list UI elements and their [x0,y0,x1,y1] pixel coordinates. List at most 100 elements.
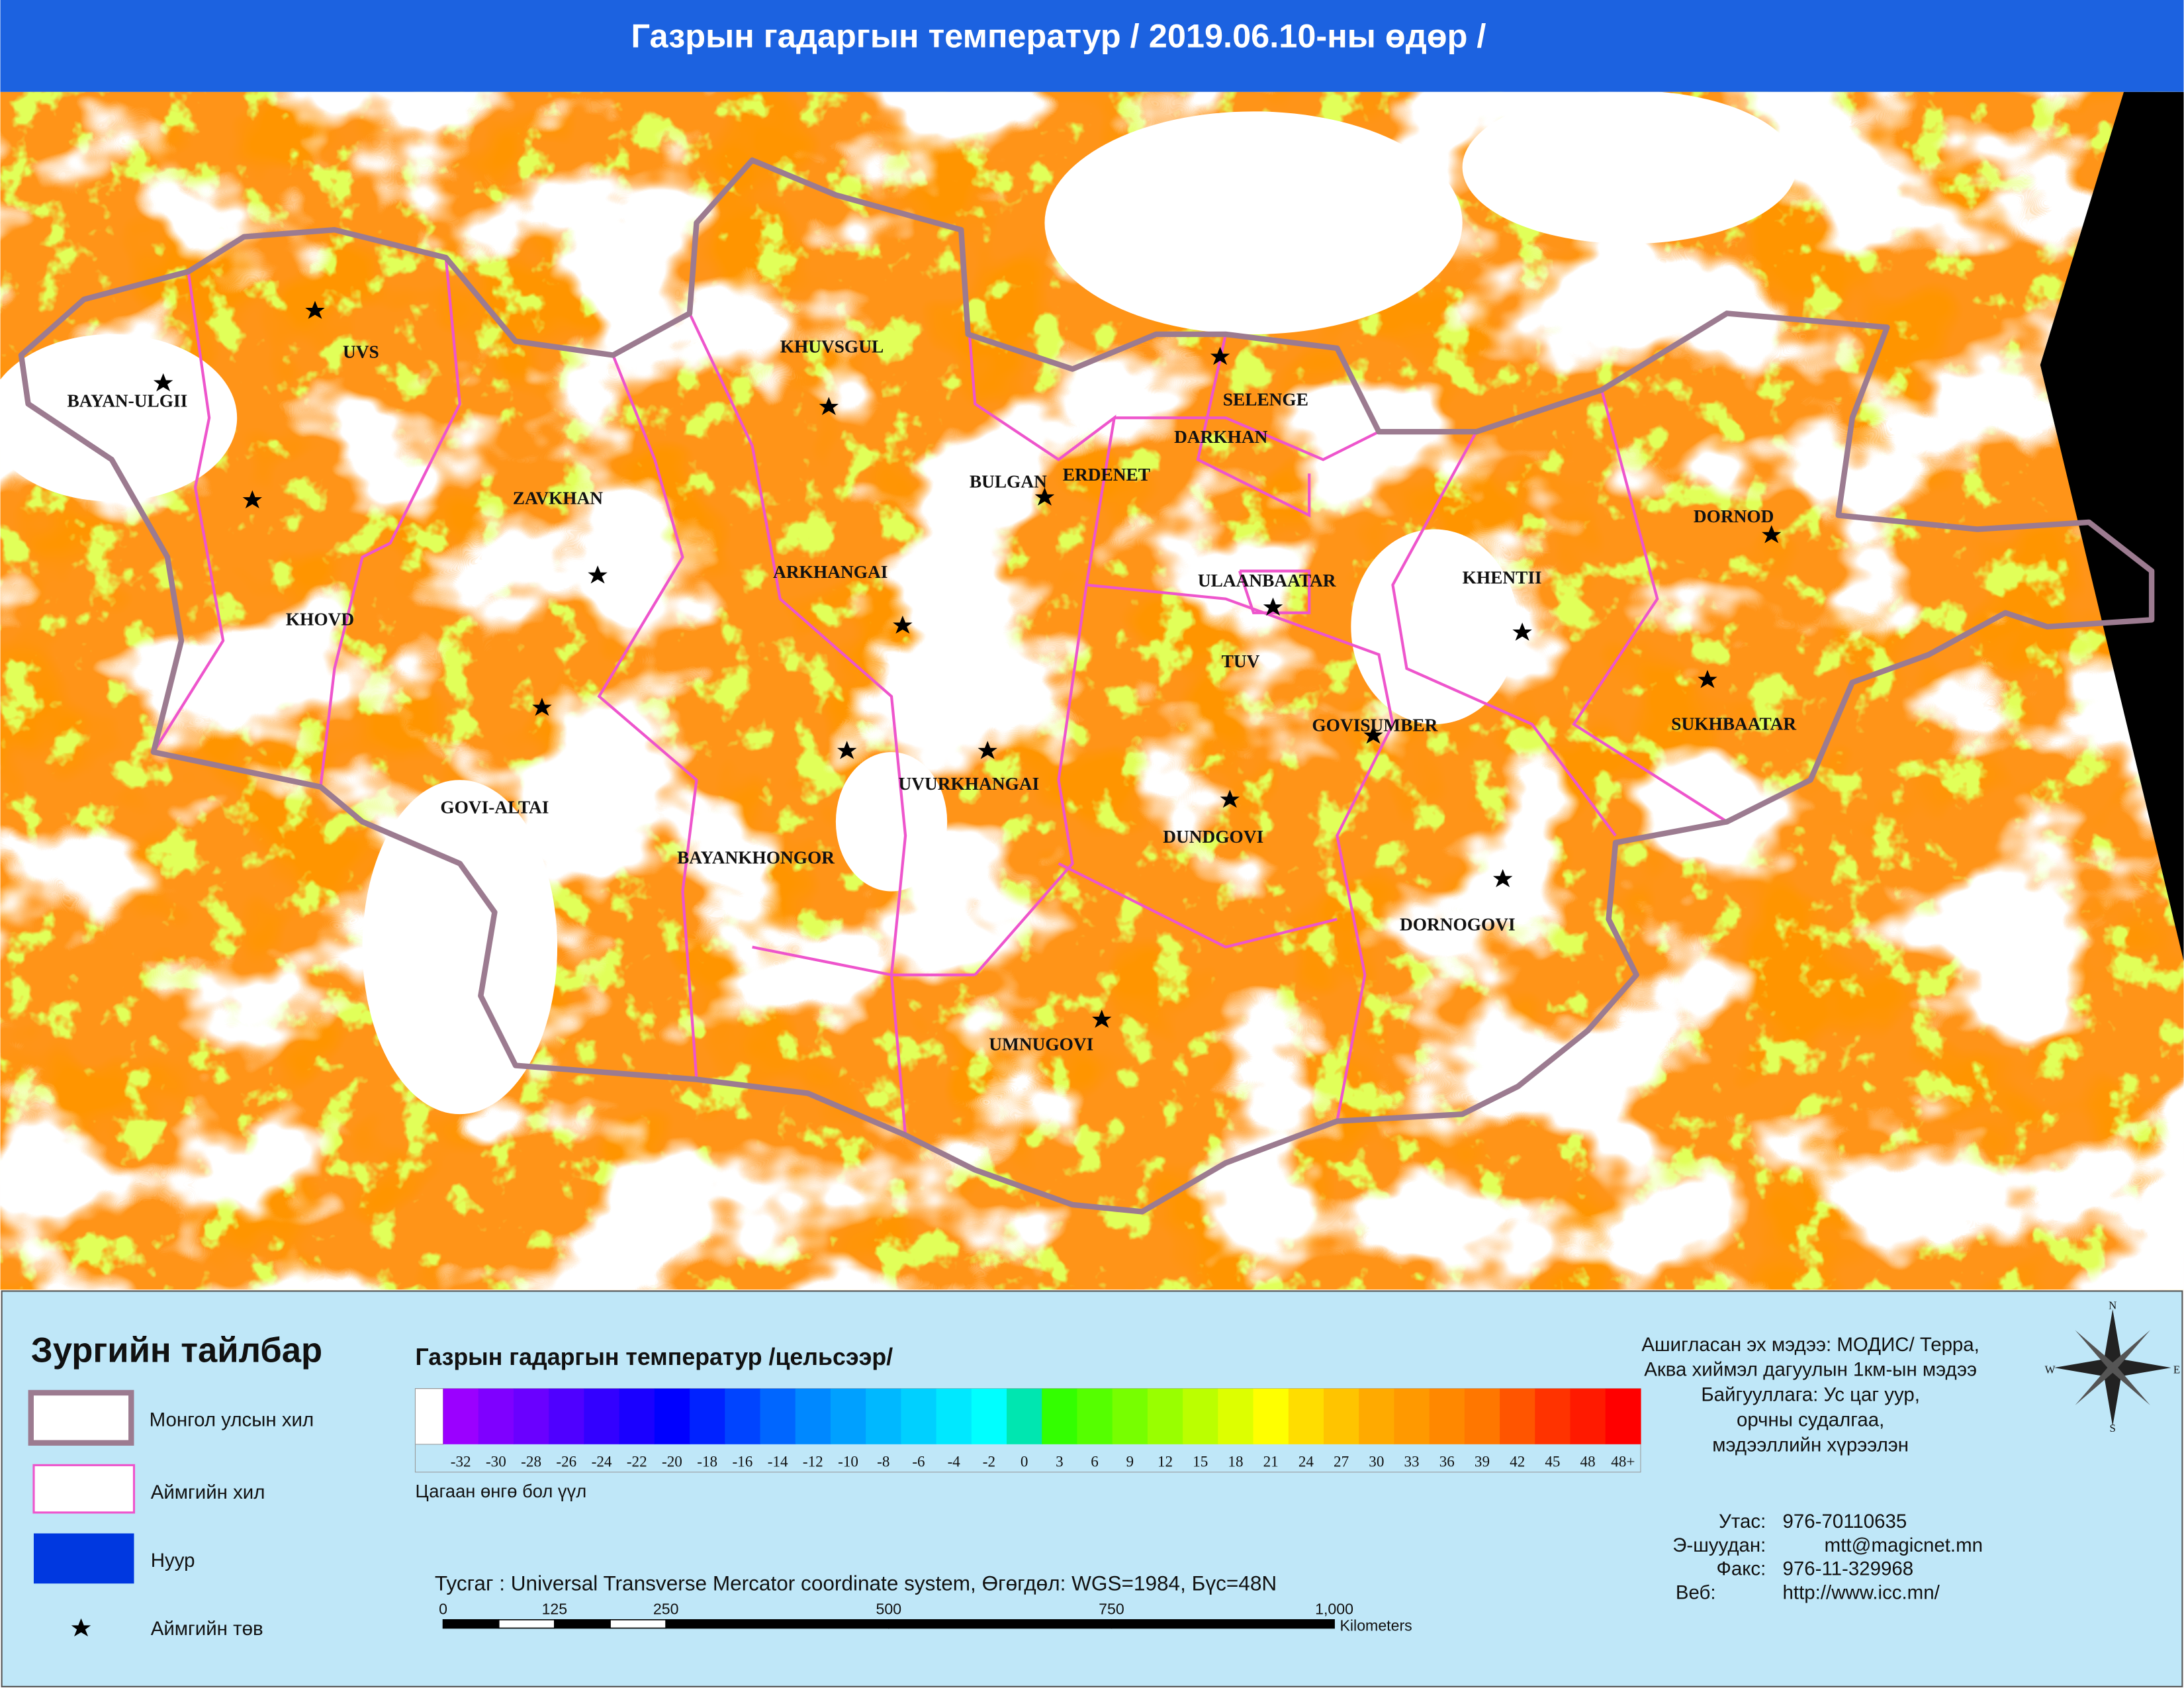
legend-country-swatch [28,1389,134,1446]
scale-segment [887,1619,1113,1629]
colorbar-label: -26 [556,1453,576,1470]
colorbar-label: 18 [1228,1453,1243,1470]
projection-note: Тусгаг : Universal Transverse Mercator c… [435,1571,1277,1595]
province-label: DARKHAN [1174,427,1268,447]
province-label: TUV [1222,651,1260,671]
colorbar-label: 21 [1263,1453,1279,1470]
province-label: UMNUGOVI [989,1034,1093,1054]
colorbar-label: 48 [1580,1453,1596,1470]
colorbar-cell [1500,1388,1535,1444]
scale-label: 750 [1099,1600,1124,1617]
contact-value: http://www.icc.mn/ [1783,1581,1940,1603]
scale-segment [498,1619,555,1629]
province-center-star [978,741,997,759]
province-label: DORNOD [1694,506,1774,526]
compass-letter: W [2045,1364,2056,1376]
colorbar-label: -2 [983,1453,995,1470]
scale-segment [1111,1619,1335,1629]
colorbar-label: 12 [1158,1453,1173,1470]
province-center-star [153,373,173,392]
compass-letter: E [2173,1364,2180,1376]
province-label: DORNOGOVI [1400,914,1516,934]
colorbar-cell [1042,1388,1078,1444]
source-line: мэдээллийн хүрээлэн [1712,1434,1909,1456]
province-center-star [1263,597,1283,616]
province-label: GOVISUMBER [1312,716,1437,735]
scale-unit: Kilometers [1340,1617,1412,1634]
colorbar-label: 6 [1091,1453,1099,1470]
province-label: ZAVKHAN [513,489,603,508]
colorbar-label: 15 [1193,1453,1208,1470]
cloud-areas [0,91,1797,1115]
scale-label: 0 [439,1600,447,1617]
province-label: DUNDGOVI [1163,827,1263,847]
colorbar-cell [1218,1388,1254,1444]
scale-segment [665,1619,889,1629]
colorbar-cell [1288,1388,1324,1444]
province-center-star [1034,487,1055,506]
colorbar-cell [795,1388,831,1444]
colorbar-cell [549,1388,585,1444]
province-center-star [1092,1009,1112,1028]
colorbar-cell [584,1388,620,1444]
colorbar-label: -8 [877,1453,889,1470]
scale-segment [554,1619,611,1629]
province-center-star [819,397,839,415]
colorbar-label: 27 [1334,1453,1349,1470]
colorbar-note: Цагаан өнгө бол үүл [415,1481,586,1501]
legend-lake-swatch [33,1533,134,1584]
source-line: Аква хиймэл дагуулын 1км-ын мэдээ [1644,1359,1977,1381]
province-label: BULGAN [970,471,1047,491]
province-label: ARKHANGAI [773,562,887,582]
colorbar-cell [1077,1388,1113,1444]
colorbar-label: -20 [662,1453,682,1470]
colorbar-label: -10 [838,1453,858,1470]
colorbar-label: -16 [732,1453,752,1470]
province-label: KHUVSGUL [780,336,884,356]
colorbar-title: Газрын гадаргын температур /цельсээр/ [415,1344,893,1370]
legend-star-swatch [71,1618,91,1637]
province-label: SELENGE [1223,389,1308,409]
province-borders [152,229,1728,1135]
legend-province-swatch [32,1464,136,1514]
colorbar-label: -12 [803,1453,823,1470]
province-center-star [588,565,608,584]
province-label: KHENTII [1463,568,1542,588]
colorbar-cell [1394,1388,1430,1444]
colorbar-cell [1324,1388,1359,1444]
legend-item-label: Аймгийн хил [151,1481,265,1503]
scale-bar [442,1619,1335,1629]
colorbar-cell [1112,1388,1148,1444]
colorbar-label: 36 [1439,1453,1455,1470]
colorbar-label: -24 [592,1453,612,1470]
colorbar-label: 48+ [1611,1453,1635,1470]
colorbar-cell [619,1388,655,1444]
contact-value: mtt@magicnet.mn [1825,1534,1983,1556]
colorbar-label: 33 [1404,1453,1419,1470]
contact-value: 976-11-329968 [1783,1558,1914,1580]
colorbar-label: 9 [1126,1453,1134,1470]
colorbar-label: 3 [1056,1453,1064,1470]
colorbar-cell [1464,1388,1500,1444]
province-label: ULAANBAATAR [1198,571,1336,590]
compass-letter: S [2110,1422,2116,1434]
legend-item-label: Аймгийн төв [151,1618,263,1640]
province-label: BAYANKHONGOR [677,847,835,867]
province-centers [153,301,1782,1028]
colorbar-label: -18 [697,1453,717,1470]
province-label: ERDENET [1063,465,1150,485]
colorbar-cell [1147,1388,1183,1444]
colorbar-cell [936,1388,972,1444]
colorbar-cell [1429,1388,1465,1444]
no-data-area [2040,91,2184,961]
colorbar-label: -6 [912,1453,925,1470]
colorbar-label: -30 [486,1453,506,1470]
compass [2054,1309,2171,1427]
province-labels: UVS BAYAN-ULGII KHOVD ZAVKHAN GOVI-ALTAI KHUV… [67,336,1796,1054]
legend-title: Зургийн тайлбар [31,1331,322,1370]
colorbar-label: -14 [768,1453,788,1470]
colorbar-cell [1253,1388,1289,1444]
